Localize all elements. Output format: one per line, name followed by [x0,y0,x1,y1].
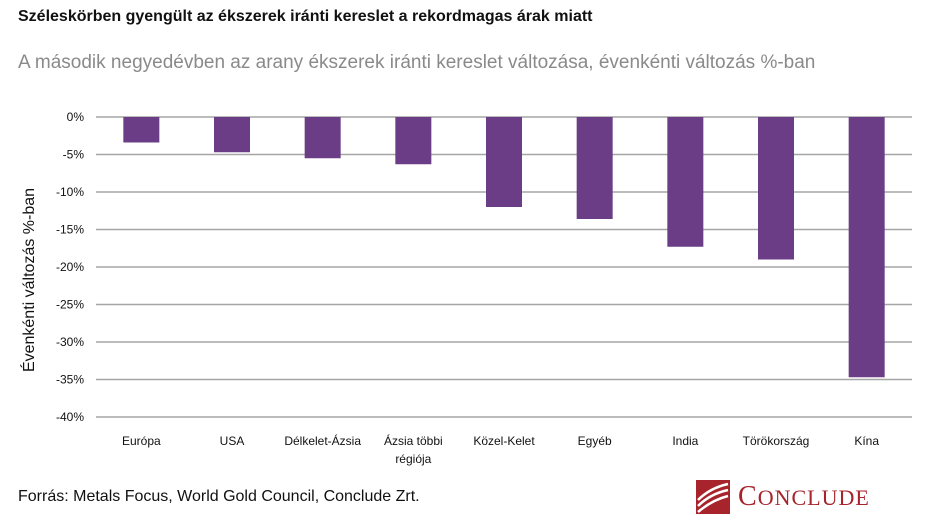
x-tick-label: Törökország [743,434,810,448]
bar [758,117,794,260]
y-tick-label: -35% [56,373,84,387]
x-tick-label: India [672,434,698,448]
chart-subtitle: A második negyedévben az arany ékszerek … [18,52,816,73]
x-tick-label-line: régiója [395,452,431,466]
x-tick-label: Délkelet-Ázsia [284,433,361,448]
bar [214,117,250,153]
bar-chart: 0% -5% -10% -15% -20% -25% -30% -35% -40% Európa U… [56,110,912,466]
y-tick-label: -30% [56,335,84,349]
x-tick-label-line: USA [220,434,245,448]
y-tick-label: -5% [63,148,85,162]
y-tick-label: -25% [56,298,84,312]
bar [576,117,613,219]
logo-wordmark: CONCLUDE [738,481,870,513]
y-tick-label: -20% [56,260,84,274]
bar [395,117,432,165]
bar [304,117,341,159]
logo-rest-letters: ONCLUDE [757,485,870,510]
logo-first-letter: C [738,481,758,512]
conclude-logo: CONCLUDE [696,478,870,516]
x-tick-label-line: Európa [122,434,161,448]
x-tick-label-line: Törökország [743,434,810,448]
bar [848,117,885,378]
x-tick-label: USA [220,434,245,448]
x-tick-label: Kína [854,434,879,448]
x-tick-label-line: Délkelet-Ázsia [284,433,361,448]
x-tick-label: Európa [122,434,161,448]
bar [667,117,704,247]
x-tick-label: Közel-Kelet [473,434,535,448]
x-tick-label: Ázsia többi régiója [384,433,443,466]
chart-title: Széleskörben gyengült az ékszerek iránti… [18,8,593,25]
y-tick-label: -10% [56,185,84,199]
x-tick-label: Egyéb [578,434,612,448]
y-tick-label: -15% [56,223,84,237]
x-tick-label-line: Egyéb [578,434,612,448]
y-tick-label: 0% [67,110,85,124]
x-tick-label-line: Kína [854,434,879,448]
bar [486,117,522,207]
source-note: Forrás: Metals Focus, World Gold Council… [18,488,420,505]
bar [123,117,160,143]
x-tick-label-line: India [672,434,698,448]
y-tick-label: -40% [56,410,84,424]
x-tick-label-line: Ázsia többi [384,433,443,448]
x-tick-label-line: Közel-Kelet [473,434,535,448]
conclude-logo-mark-icon [696,480,730,514]
